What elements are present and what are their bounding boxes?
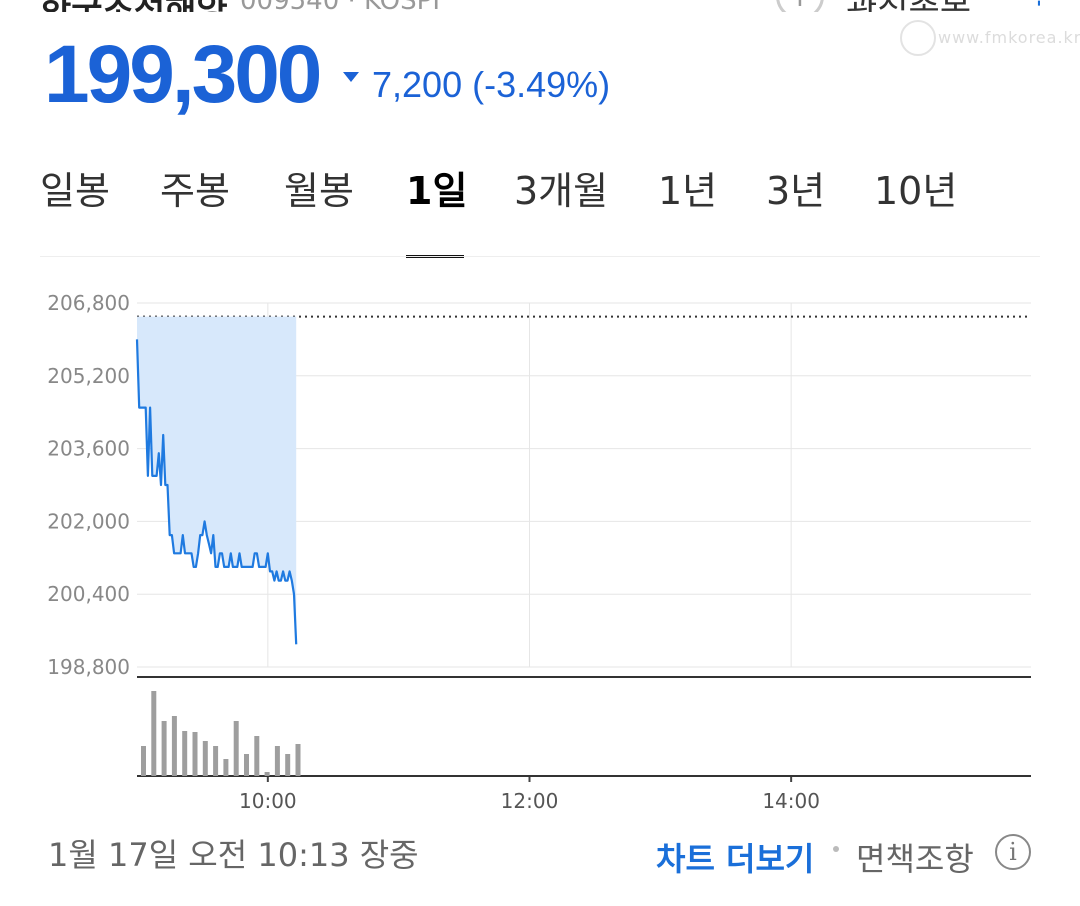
more-menu-icon[interactable]: ⋮ [1020, 0, 1040, 9]
volume-bar [213, 746, 219, 776]
stock-code: 009540 · KOSPI [240, 0, 440, 12]
period-tabs: 일봉 주봉 월봉 1일 3개월 1년 3년 10년 [0, 160, 1080, 260]
header-top-row: 한국조선해양 009540 · KOSPI + 관심종목 ⋮ [40, 0, 1040, 12]
tab-3years[interactable]: 3년 [766, 169, 826, 213]
favorite-label[interactable]: 관심종목 [846, 0, 971, 12]
y-tick-label: 200,400 [47, 582, 130, 606]
volume-bar [254, 736, 260, 776]
price-change: 7,200 (-3.49%) [372, 64, 611, 105]
favorite-add-icon[interactable]: + [776, 0, 824, 12]
tab-1day[interactable]: 1일 [406, 169, 468, 213]
tab-weekly[interactable]: 주봉 [160, 169, 230, 213]
info-icon[interactable]: i [995, 834, 1031, 870]
separator-dot [833, 846, 839, 852]
volume-bar [171, 716, 177, 776]
volume-bar [223, 759, 229, 776]
disclaimer-link[interactable]: 면책조항 [856, 840, 974, 878]
y-tick-label: 203,600 [47, 437, 130, 461]
down-arrow-icon [343, 72, 359, 82]
y-tick-label: 198,800 [47, 655, 130, 679]
price-area-fill [137, 316, 297, 645]
price-series-line [135, 339, 298, 645]
volume-bar [285, 754, 291, 776]
y-tick-label: 205,200 [47, 364, 130, 388]
stock-name: 한국조선해양 [40, 0, 228, 12]
more-chart-link[interactable]: 차트 더보기 [656, 840, 815, 878]
tabs-divider [40, 256, 1040, 257]
tab-10years[interactable]: 10년 [874, 169, 958, 213]
y-tick-label: 206,800 [47, 291, 130, 315]
y-tick-label: 202,000 [47, 509, 130, 533]
tab-3months[interactable]: 3개월 [514, 169, 609, 213]
volume-bar [141, 746, 146, 776]
x-tick-label: 10:00 [239, 789, 297, 813]
watermark-text: www.fmkorea.kr [938, 28, 1080, 47]
watermark: www.fmkorea.kr [900, 20, 1080, 56]
volume-bar [274, 746, 280, 776]
chart-timestamp: 1월 17일 오전 10:13 장중 [48, 836, 419, 874]
volume-bar [192, 732, 198, 776]
volume-bar [244, 754, 249, 776]
intraday-chart: 206,800 205,200 203,600 202,000 200,400 198,8… [47, 291, 1031, 813]
volume-bar [264, 772, 270, 776]
volume-bar [202, 741, 208, 776]
x-tick-label: 12:00 [501, 789, 559, 813]
watermark-logo-icon [900, 20, 936, 56]
tab-monthly[interactable]: 월봉 [284, 169, 354, 213]
volume-bar [233, 721, 239, 776]
tab-daily[interactable]: 일봉 [40, 169, 110, 213]
current-price: 199,300 [44, 29, 322, 120]
volume-bar [161, 721, 167, 776]
volume-bar [151, 691, 157, 776]
tab-1year[interactable]: 1년 [658, 169, 718, 213]
volume-bar [295, 744, 301, 776]
volume-bar [182, 731, 188, 776]
x-tick-label: 14:00 [762, 789, 820, 813]
